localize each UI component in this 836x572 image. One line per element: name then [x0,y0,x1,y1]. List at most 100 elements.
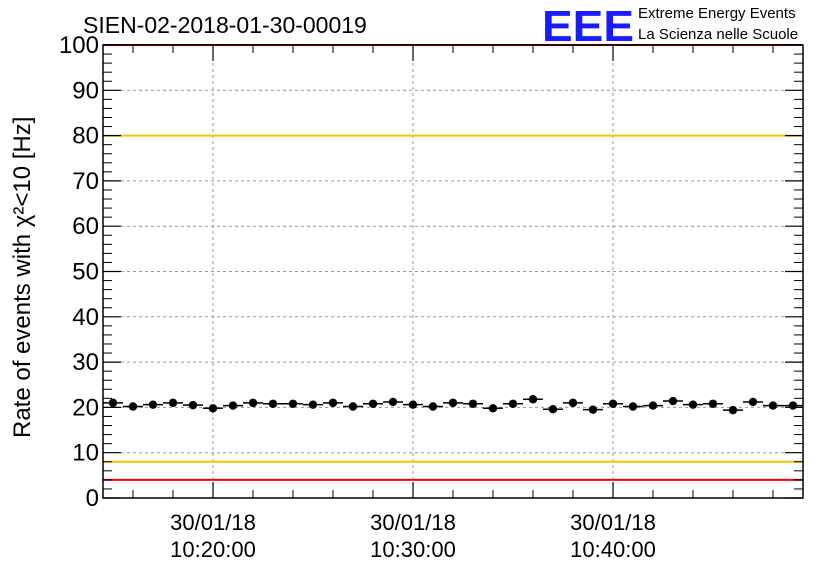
x-tick-date: 30/01/18 [370,510,456,535]
data-point [103,398,123,408]
logo-line-1: Extreme Energy Events [638,5,796,22]
data-point [703,399,723,408]
data-points [103,395,803,415]
data-point [643,401,663,410]
data-point [323,398,343,408]
point-marker [408,400,418,409]
data-point [603,399,623,408]
eee-logo: EEE Extreme Energy Events La Scienza nel… [542,2,798,51]
point-marker [328,398,338,408]
data-point [303,400,323,409]
point-marker [688,400,698,409]
reference-lines [103,44,803,481]
point-marker [488,404,498,413]
point-marker [648,401,658,410]
x-tick-date: 30/01/18 [170,510,256,535]
y-tick-label: 50 [72,259,99,286]
point-marker [708,399,718,408]
point-marker [288,399,298,408]
y-tick-label: 60 [72,213,99,240]
y-tick-label: 40 [72,304,99,331]
point-marker [728,405,738,415]
y-tick-label: 90 [72,77,99,104]
y-tick-label: 100 [59,32,99,59]
y-tick-label: 20 [72,394,99,421]
point-marker [788,401,798,410]
point-marker [308,400,318,409]
eee-logo-text: EEE [542,2,634,51]
y-tick-label: 0 [86,485,99,512]
point-marker [348,402,358,411]
data-point [763,401,783,410]
run-title: SIEN-02-2018-01-30-00019 [83,12,367,38]
data-point [223,401,243,410]
data-point [563,398,583,408]
y-tick-label: 70 [72,168,99,195]
y-tick-labels: 0 10 20 30 40 50 60 70 80 90 100 [59,32,99,512]
data-point [123,402,143,411]
data-point [203,404,223,413]
data-point [483,404,503,413]
data-point [663,396,683,406]
point-marker [468,399,478,408]
point-marker [768,401,778,410]
data-point [583,405,603,414]
data-point [723,405,743,415]
y-tick-label: 30 [72,349,99,376]
point-marker [528,395,538,404]
point-marker [568,398,578,408]
data-point [163,398,183,408]
x-tick-time: 10:40:00 [570,537,656,562]
grid-lines [103,45,803,498]
y-tick-label: 80 [72,123,99,150]
point-marker [368,399,378,408]
point-marker [508,399,518,408]
point-marker [628,402,638,411]
data-point [143,400,163,409]
data-point [283,399,303,408]
y-axis-label: Rate of events with χ²<10 [Hz] [9,117,36,438]
x-tick-time: 10:20:00 [170,537,256,562]
point-marker [108,398,118,408]
data-point [523,395,543,404]
data-point [423,402,443,411]
data-point [743,397,763,407]
x-tick-labels: 30/01/1810:20:0030/01/1810:30:0030/01/18… [170,510,656,562]
data-point [463,399,483,408]
point-marker [588,405,598,414]
data-point [443,398,463,408]
data-point [543,405,563,414]
logo-line-2: La Scienza nelle Scuole [638,26,798,43]
data-point [403,400,423,409]
point-marker [748,397,758,407]
point-marker [128,402,138,411]
x-tick-date: 30/01/18 [570,510,656,535]
point-marker [668,396,678,406]
point-marker [608,399,618,408]
point-marker [548,405,558,414]
data-point [623,402,643,411]
point-marker [268,399,278,408]
point-marker [428,402,438,411]
data-point [383,397,403,407]
point-marker [188,400,198,410]
point-marker [388,397,398,407]
data-point [183,400,203,410]
plot-frame [102,44,804,499]
point-marker [448,398,458,408]
data-point [503,399,523,408]
point-marker [148,400,158,409]
point-marker [208,404,218,413]
data-point [363,399,383,408]
data-point [343,402,363,411]
data-point [783,401,803,410]
data-point [243,398,263,408]
x-tick-time: 10:30:00 [370,537,456,562]
y-tick-label: 10 [72,440,99,467]
point-marker [168,398,178,408]
data-point [263,399,283,408]
point-marker [228,401,238,410]
point-marker [248,398,258,408]
data-point [683,400,703,409]
